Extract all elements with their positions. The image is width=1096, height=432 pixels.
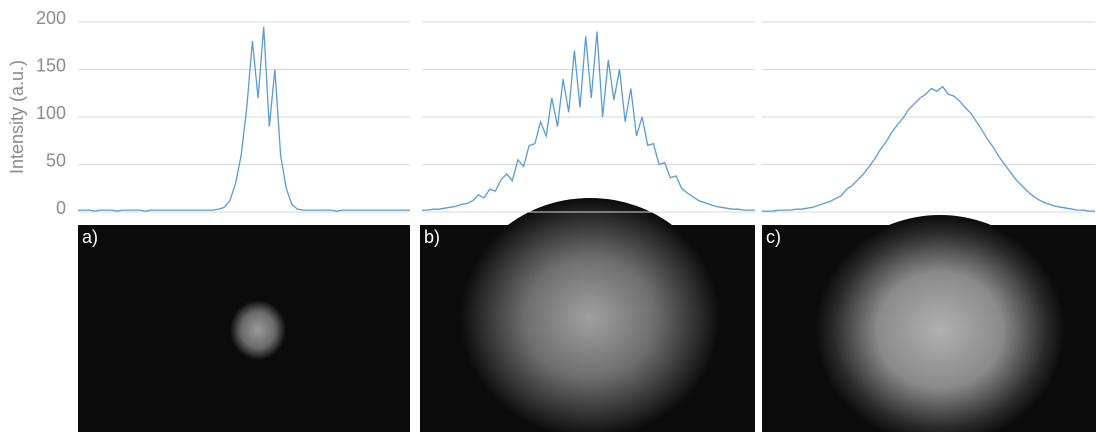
intensity-profile — [78, 26, 410, 212]
y-tick-label: 50 — [46, 150, 66, 170]
y-tick-label: 150 — [36, 55, 66, 75]
y-tick-label: 100 — [36, 103, 66, 123]
y-axis-label: Intensity (a.u.) — [7, 60, 27, 174]
beam-spot-a — [230, 300, 286, 360]
beam-spot-c — [815, 215, 1065, 432]
panel-label: b) — [424, 227, 440, 247]
beam-spot-b — [460, 198, 720, 432]
intensity-profile — [422, 31, 755, 211]
y-tick-label: 0 — [56, 198, 66, 218]
intensity-profile — [762, 85, 1095, 212]
image-panels — [78, 198, 1096, 432]
panel-label: a) — [82, 227, 98, 247]
panel-label: c) — [766, 227, 781, 247]
y-tick-label: 200 — [36, 8, 66, 28]
